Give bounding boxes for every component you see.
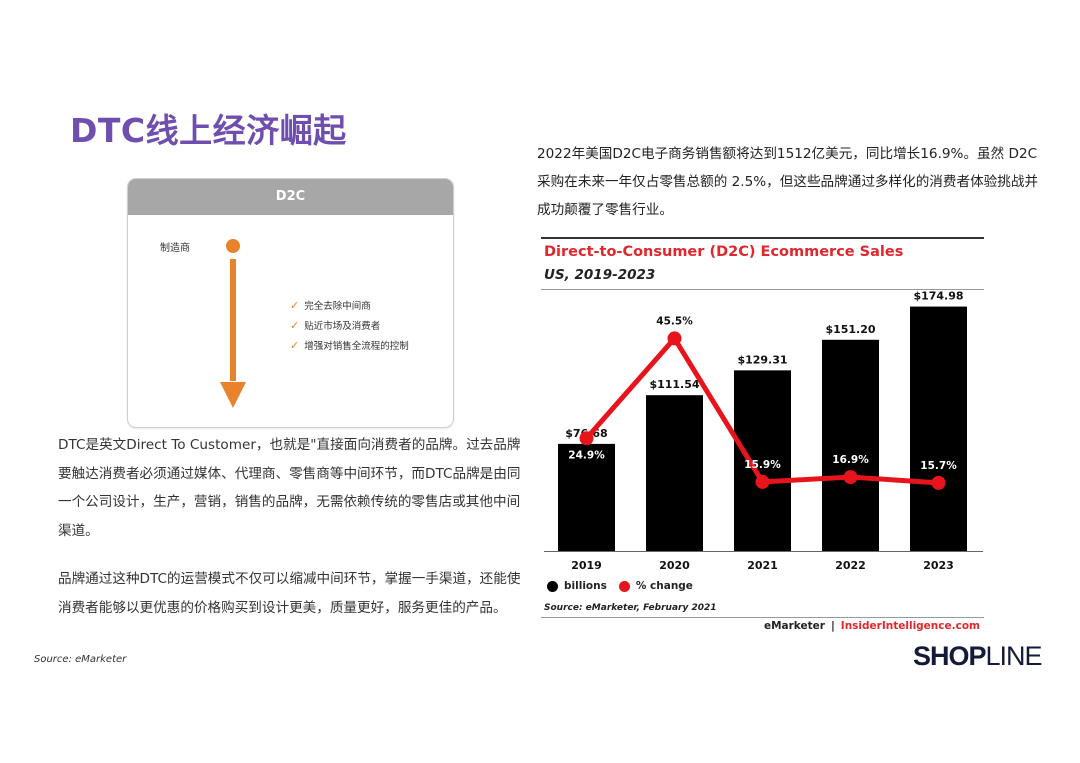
change-label-2022: 16.9% [832, 454, 869, 466]
chart-title-rule [541, 289, 984, 290]
change-label-2019: 24.9% [568, 449, 605, 461]
logo-line: LINE [985, 641, 1043, 671]
d2c-sales-chart: Direct-to-Consumer (D2C) Ecommerce Sales… [541, 234, 986, 638]
change-point-2020 [667, 331, 682, 346]
legend-item-change: % change [618, 580, 693, 592]
legend-swatch-billions [547, 580, 558, 592]
check-icon: ✓ [290, 338, 300, 352]
x-tick-label-2023: 2023 [923, 559, 954, 572]
change-point-2022 [843, 470, 858, 485]
maker-label: 制造商 [160, 243, 190, 254]
legend-label-billions: billions [564, 580, 607, 592]
x-tick-label-2019: 2019 [571, 559, 602, 572]
left-source: Source: eMarketer [34, 654, 127, 665]
legend-swatch-change [618, 580, 630, 592]
dtc-benefits: 品牌通过这种DTC的运营模式不仅可以缩减中间环节，掌握一手渠道，还能使消费者能够… [58, 571, 521, 616]
legend-item-billions: billions [547, 580, 607, 592]
legend-label-change: % change [635, 580, 693, 592]
check-label: 贴近市场及消费者 [304, 321, 381, 332]
check-label: 完全去除中间商 [304, 301, 371, 312]
orange-arrow-icon [220, 239, 246, 408]
logo-shop: SHOP [913, 641, 987, 671]
change-point-2019 [579, 431, 594, 446]
bar-2022 [822, 339, 879, 551]
market-summary: 2022年美国D2C电子商务销售额将达到1512亿美元，同比增长16.9%。虽然… [537, 146, 1039, 218]
check-item: ✓ 增强对销售全流程的控制 [290, 335, 409, 355]
bar-2021 [734, 370, 791, 551]
chart-subtitle: US, 2019-2023 [544, 267, 656, 283]
x-tick-label-2022: 2022 [835, 559, 866, 572]
bar-value-label-2023: $174.98 [913, 290, 963, 303]
credit-separator: | [830, 620, 835, 632]
bar-2023 [910, 306, 967, 551]
bar-value-label-2021: $129.31 [737, 353, 787, 366]
chart-legend: billions % change [547, 580, 705, 592]
chart-credit: eMarketer | InsiderIntelligence.com [764, 620, 980, 632]
bar-2019 [558, 443, 615, 551]
shopline-logo: SHOPLINE [913, 641, 1043, 672]
checks-list: ✓ 完全去除中间商 ✓ 贴近市场及消费者 ✓ 增强对销售全流程的控制 [290, 295, 409, 355]
check-icon: ✓ [290, 318, 300, 332]
page-title: DTC线上经济崛起 [70, 111, 347, 150]
chart-bottom-rule [541, 617, 984, 618]
bar-2020 [646, 395, 703, 551]
check-item: ✓ 贴近市场及消费者 [290, 315, 409, 335]
credit-emarketer: eMarketer [763, 620, 825, 632]
check-item: ✓ 完全去除中间商 [290, 295, 409, 315]
bar-value-label-2022: $151.20 [825, 323, 875, 336]
d2c-header: D2C [128, 179, 453, 215]
chart-source: Source: eMarketer, February 2021 [544, 603, 717, 613]
bar-value-label-2020: $111.54 [649, 378, 699, 391]
change-point-2023 [931, 475, 946, 490]
d2c-diagram: D2C 制造商 ✓ 完全去除中间商 ✓ 贴近市场及消费者 ✓ 增强对销售全流程的… [127, 178, 454, 428]
check-icon: ✓ [290, 298, 300, 312]
change-label-2020: 45.5% [656, 315, 693, 327]
change-point-2021 [755, 474, 770, 489]
x-tick-label-2020: 2020 [659, 559, 690, 572]
credit-insider-link[interactable]: InsiderIntelligence.com [840, 620, 980, 632]
chart-title: Direct-to-Consumer (D2C) Ecommerce Sales [544, 244, 904, 260]
change-label-2021: 15.9% [744, 459, 781, 471]
chart-plot: $76.682019$111.542020$129.312021$151.202… [544, 290, 983, 572]
chart-top-rule [541, 237, 984, 239]
x-tick-label-2021: 2021 [747, 559, 778, 572]
dtc-description: DTC是英文Direct To Customer，也就是"直接面向消费者的品牌。… [58, 437, 521, 539]
change-label-2023: 15.7% [920, 460, 957, 472]
check-label: 增强对销售全流程的控制 [304, 341, 409, 352]
